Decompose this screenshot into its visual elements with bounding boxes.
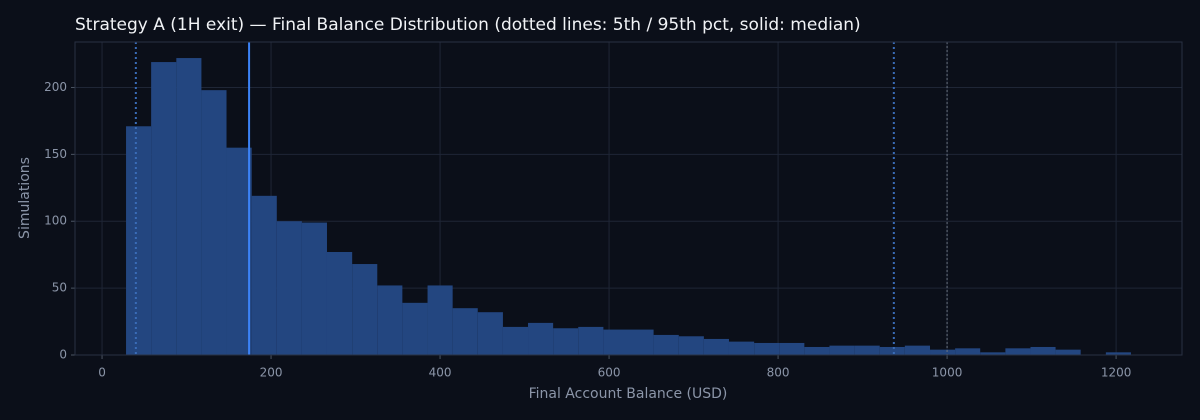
bar [754, 342, 780, 355]
x-tick-label: 800 [767, 366, 790, 380]
bar [854, 345, 880, 355]
bar [477, 312, 503, 355]
bar [955, 348, 981, 355]
bar [678, 336, 704, 355]
bar [1030, 346, 1056, 355]
bar [427, 285, 453, 355]
bar [553, 328, 579, 355]
bar [804, 346, 830, 355]
bar [377, 285, 403, 355]
bar [126, 126, 152, 356]
bar [603, 329, 629, 355]
x-tick-label: 600 [598, 366, 621, 380]
bar [528, 322, 554, 355]
bar [276, 221, 302, 355]
bar [176, 58, 202, 356]
bar [930, 349, 956, 355]
bar [1105, 352, 1131, 355]
x-tick-label: 400 [429, 366, 452, 380]
bar [226, 147, 252, 355]
x-tick-label: 1200 [1101, 366, 1132, 380]
bar [151, 62, 177, 356]
bar [402, 302, 428, 355]
bar [502, 326, 529, 355]
y-tick-label: 200 [44, 80, 67, 94]
x-tick-label: 200 [260, 366, 283, 380]
x-tick-label: 1000 [932, 366, 963, 380]
bar [578, 326, 604, 355]
y-tick-label: 150 [44, 147, 67, 161]
bar [452, 308, 478, 355]
x-tick-label: 0 [98, 366, 106, 380]
plot-frame [74, 41, 1183, 356]
bar [728, 341, 755, 355]
bar [201, 90, 227, 356]
y-tick-label: 100 [44, 214, 67, 228]
bar [628, 329, 654, 355]
bar [653, 334, 679, 355]
bar [352, 264, 378, 355]
bar [829, 345, 855, 355]
x-axis-label: Final Account Balance (USD) [529, 386, 728, 402]
bar [326, 252, 353, 355]
bar [879, 346, 905, 355]
bar [703, 338, 729, 355]
bar [301, 222, 327, 355]
bar [779, 342, 805, 355]
y-tick-label: 0 [59, 348, 67, 362]
y-axis-label: Simulations [17, 157, 33, 239]
bar [1005, 348, 1031, 355]
bar [904, 345, 931, 355]
chart-title: Strategy A (1H exit) — Final Balance Dis… [75, 15, 861, 35]
bar [1055, 349, 1081, 355]
bar [251, 195, 277, 355]
y-tick-label: 50 [52, 281, 67, 295]
bar [980, 352, 1006, 355]
